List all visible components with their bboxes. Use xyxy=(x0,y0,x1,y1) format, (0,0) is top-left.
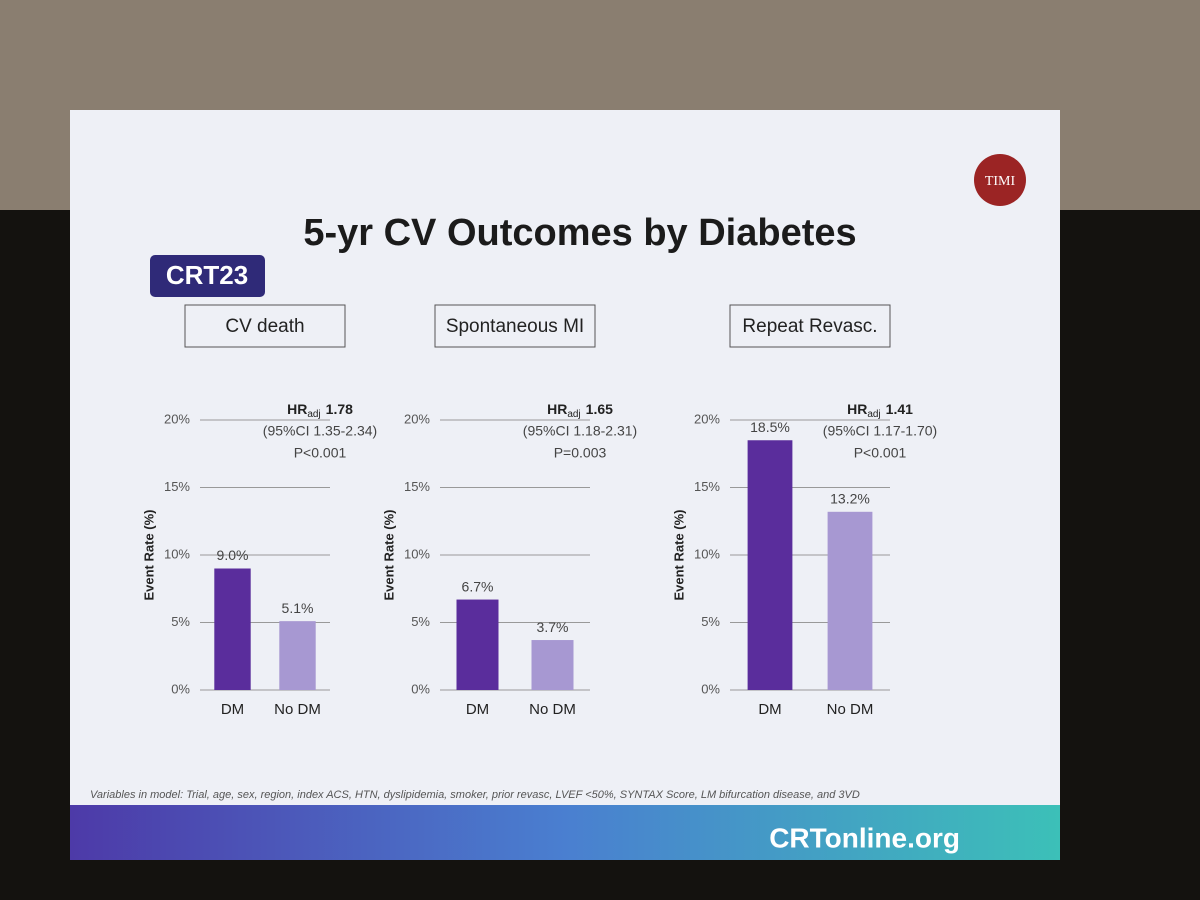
x-tick-label: DM xyxy=(466,701,489,718)
badge: TIMI xyxy=(985,174,1016,189)
hr-subscript: adj xyxy=(567,409,580,420)
bar xyxy=(214,568,251,690)
hr-text: HRadj 1.65 xyxy=(547,401,613,420)
ci-text: (95%CI 1.18-2.31) xyxy=(523,423,637,439)
hr-subscript: adj xyxy=(867,409,880,420)
y-tick-label: 15% xyxy=(694,479,720,494)
y-tick-label: 5% xyxy=(171,614,190,629)
brand: CRTonline.org xyxy=(769,822,960,853)
slide-title: 5-yr CV Outcomes by Diabetes xyxy=(303,212,856,254)
footnote: Variables in model: Trial, age, sex, reg… xyxy=(90,789,860,801)
bar xyxy=(279,621,316,690)
y-tick-label: 15% xyxy=(164,479,190,494)
panel-title-box xyxy=(729,304,891,348)
x-tick-label: No DM xyxy=(529,701,576,718)
hr-value: 1.65 xyxy=(586,401,613,417)
x-tick-label: DM xyxy=(221,701,244,718)
y-tick-label: 5% xyxy=(411,614,430,629)
x-tick-label: No DM xyxy=(274,701,321,718)
ci-text: (95%CI 1.17-1.70) xyxy=(823,423,937,439)
panel-title-box xyxy=(184,304,346,348)
y-axis-label: Event Rate (%) xyxy=(141,509,156,600)
value-label: 13.2% xyxy=(830,491,870,507)
hr-value: 1.41 xyxy=(886,401,913,417)
panel-title: Spontaneous MI xyxy=(446,316,584,337)
badge-circle xyxy=(974,154,1026,206)
bar xyxy=(456,599,499,690)
x-tick-label: No DM xyxy=(827,701,874,718)
y-tick-label: 10% xyxy=(404,546,430,561)
y-tick-label: 15% xyxy=(404,479,430,494)
hr-label: HR xyxy=(547,401,567,417)
p-text: P<0.001 xyxy=(854,445,907,461)
p-text: P=0.003 xyxy=(554,445,607,461)
y-tick-label: 20% xyxy=(694,411,720,426)
y-tick-label: 0% xyxy=(171,681,190,696)
hr-value: 1.78 xyxy=(326,401,353,417)
y-tick-label: 10% xyxy=(694,546,720,561)
y-tick-label: 0% xyxy=(411,681,430,696)
footer-band xyxy=(70,805,1060,860)
hr-text: HRadj 1.41 xyxy=(847,401,913,420)
y-axis-label: Event Rate (%) xyxy=(671,509,686,600)
logo: CRT23 xyxy=(166,260,248,290)
y-axis-label: Event Rate (%) xyxy=(381,509,396,600)
bar xyxy=(827,511,873,690)
value-label: 3.7% xyxy=(537,619,569,635)
bar xyxy=(747,440,793,690)
y-tick-label: 10% xyxy=(164,546,190,561)
y-tick-label: 5% xyxy=(701,614,720,629)
p-text: P<0.001 xyxy=(294,445,347,461)
hr-label: HR xyxy=(847,401,867,417)
bar xyxy=(531,640,574,690)
value-label: 6.7% xyxy=(462,578,494,594)
value-label: 5.1% xyxy=(282,600,314,616)
ci-text: (95%CI 1.35-2.34) xyxy=(263,423,377,439)
y-tick-label: 20% xyxy=(164,411,190,426)
panel-title: Repeat Revasc. xyxy=(742,316,877,337)
hr-text: HRadj 1.78 xyxy=(287,401,353,420)
hr-label: HR xyxy=(287,401,307,417)
panel-title-box xyxy=(434,304,596,348)
y-tick-label: 0% xyxy=(701,681,720,696)
x-tick-label: DM xyxy=(758,701,781,718)
logo-box xyxy=(150,255,265,297)
value-label: 18.5% xyxy=(750,419,790,435)
hr-subscript: adj xyxy=(307,409,320,420)
value-label: 9.0% xyxy=(217,547,249,563)
y-tick-label: 20% xyxy=(404,411,430,426)
slide xyxy=(70,110,1060,860)
panel-title: CV death xyxy=(225,316,304,337)
